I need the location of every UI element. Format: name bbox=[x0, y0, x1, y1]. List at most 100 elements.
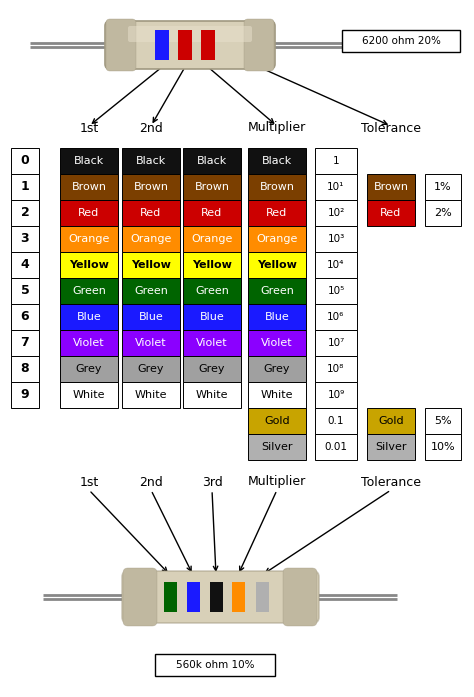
Text: Black: Black bbox=[74, 156, 104, 166]
Bar bbox=[187, 582, 200, 612]
Text: Silver: Silver bbox=[375, 442, 407, 452]
Text: Brown: Brown bbox=[72, 182, 107, 192]
Bar bbox=[248, 330, 306, 356]
Text: Blue: Blue bbox=[264, 312, 289, 322]
Text: 0.01: 0.01 bbox=[325, 442, 347, 452]
Text: White: White bbox=[73, 390, 105, 400]
Bar bbox=[11, 148, 39, 174]
Text: 0: 0 bbox=[21, 155, 29, 167]
Text: Yellow: Yellow bbox=[257, 260, 297, 270]
Bar bbox=[315, 148, 357, 174]
Bar bbox=[11, 356, 39, 382]
Text: 5: 5 bbox=[21, 284, 29, 298]
Bar bbox=[60, 382, 118, 408]
Bar bbox=[122, 330, 180, 356]
Text: Multiplier: Multiplier bbox=[248, 475, 306, 489]
Text: Violet: Violet bbox=[135, 338, 167, 348]
Bar bbox=[60, 252, 118, 278]
Bar bbox=[122, 278, 180, 304]
Bar bbox=[210, 582, 223, 612]
Bar bbox=[248, 304, 306, 330]
Text: Red: Red bbox=[78, 208, 100, 218]
Bar bbox=[183, 278, 241, 304]
Bar bbox=[183, 174, 241, 200]
Bar bbox=[183, 252, 241, 278]
Bar bbox=[367, 174, 415, 200]
Bar bbox=[315, 174, 357, 200]
Text: White: White bbox=[261, 390, 293, 400]
Text: 10⁴: 10⁴ bbox=[328, 260, 345, 270]
Text: 0.1: 0.1 bbox=[328, 416, 344, 426]
Bar bbox=[315, 226, 357, 252]
Text: 10¹: 10¹ bbox=[328, 182, 345, 192]
Text: White: White bbox=[196, 390, 228, 400]
Text: Multiplier: Multiplier bbox=[248, 121, 306, 135]
Text: 10⁵: 10⁵ bbox=[328, 286, 345, 296]
Text: Gold: Gold bbox=[378, 416, 404, 426]
Text: 1: 1 bbox=[21, 181, 29, 194]
Text: 10⁸: 10⁸ bbox=[328, 364, 345, 374]
FancyBboxPatch shape bbox=[123, 568, 157, 626]
Text: Black: Black bbox=[197, 156, 227, 166]
Bar bbox=[11, 252, 39, 278]
Text: Silver: Silver bbox=[261, 442, 293, 452]
Bar bbox=[248, 200, 306, 226]
Bar bbox=[11, 330, 39, 356]
Bar bbox=[60, 330, 118, 356]
Text: 10⁷: 10⁷ bbox=[328, 338, 345, 348]
Text: Tolerance: Tolerance bbox=[361, 475, 421, 489]
FancyBboxPatch shape bbox=[122, 571, 319, 623]
Bar bbox=[122, 148, 180, 174]
Bar bbox=[60, 174, 118, 200]
FancyBboxPatch shape bbox=[244, 19, 274, 71]
Text: 5%: 5% bbox=[434, 416, 452, 426]
Text: Blue: Blue bbox=[138, 312, 164, 322]
Bar bbox=[60, 278, 118, 304]
Bar bbox=[248, 174, 306, 200]
Bar bbox=[183, 200, 241, 226]
Bar bbox=[248, 434, 306, 460]
Text: 10⁹: 10⁹ bbox=[328, 390, 345, 400]
Text: Violet: Violet bbox=[73, 338, 105, 348]
Text: Yellow: Yellow bbox=[192, 260, 232, 270]
Text: 6200 ohm 20%: 6200 ohm 20% bbox=[362, 36, 440, 46]
Text: 10%: 10% bbox=[431, 442, 456, 452]
Text: Red: Red bbox=[201, 208, 223, 218]
Bar bbox=[11, 200, 39, 226]
Text: Orange: Orange bbox=[191, 234, 233, 244]
Bar bbox=[60, 200, 118, 226]
Bar bbox=[248, 382, 306, 408]
Text: 3: 3 bbox=[21, 233, 29, 245]
Text: 2%: 2% bbox=[434, 208, 452, 218]
Bar bbox=[248, 252, 306, 278]
Text: 1st: 1st bbox=[79, 121, 99, 135]
Text: Brown: Brown bbox=[134, 182, 168, 192]
Text: 6: 6 bbox=[21, 310, 29, 323]
Bar bbox=[122, 356, 180, 382]
Bar bbox=[425, 434, 461, 460]
FancyBboxPatch shape bbox=[105, 21, 275, 69]
Bar bbox=[425, 174, 461, 200]
Text: Violet: Violet bbox=[261, 338, 293, 348]
Text: Brown: Brown bbox=[374, 182, 409, 192]
Text: Green: Green bbox=[195, 286, 229, 296]
Bar bbox=[122, 304, 180, 330]
Bar bbox=[155, 654, 275, 676]
Text: 1%: 1% bbox=[434, 182, 452, 192]
Bar bbox=[60, 304, 118, 330]
Text: 2nd: 2nd bbox=[139, 121, 163, 135]
Text: 10²: 10² bbox=[328, 208, 345, 218]
Text: Black: Black bbox=[136, 156, 166, 166]
Bar bbox=[425, 408, 461, 434]
Text: Green: Green bbox=[72, 286, 106, 296]
Bar bbox=[367, 408, 415, 434]
Text: Blue: Blue bbox=[77, 312, 101, 322]
Text: Red: Red bbox=[266, 208, 288, 218]
Bar bbox=[11, 304, 39, 330]
Bar bbox=[183, 304, 241, 330]
Bar bbox=[122, 200, 180, 226]
Text: 10³: 10³ bbox=[328, 234, 345, 244]
Bar bbox=[315, 252, 357, 278]
Text: 9: 9 bbox=[21, 388, 29, 401]
Bar bbox=[11, 226, 39, 252]
